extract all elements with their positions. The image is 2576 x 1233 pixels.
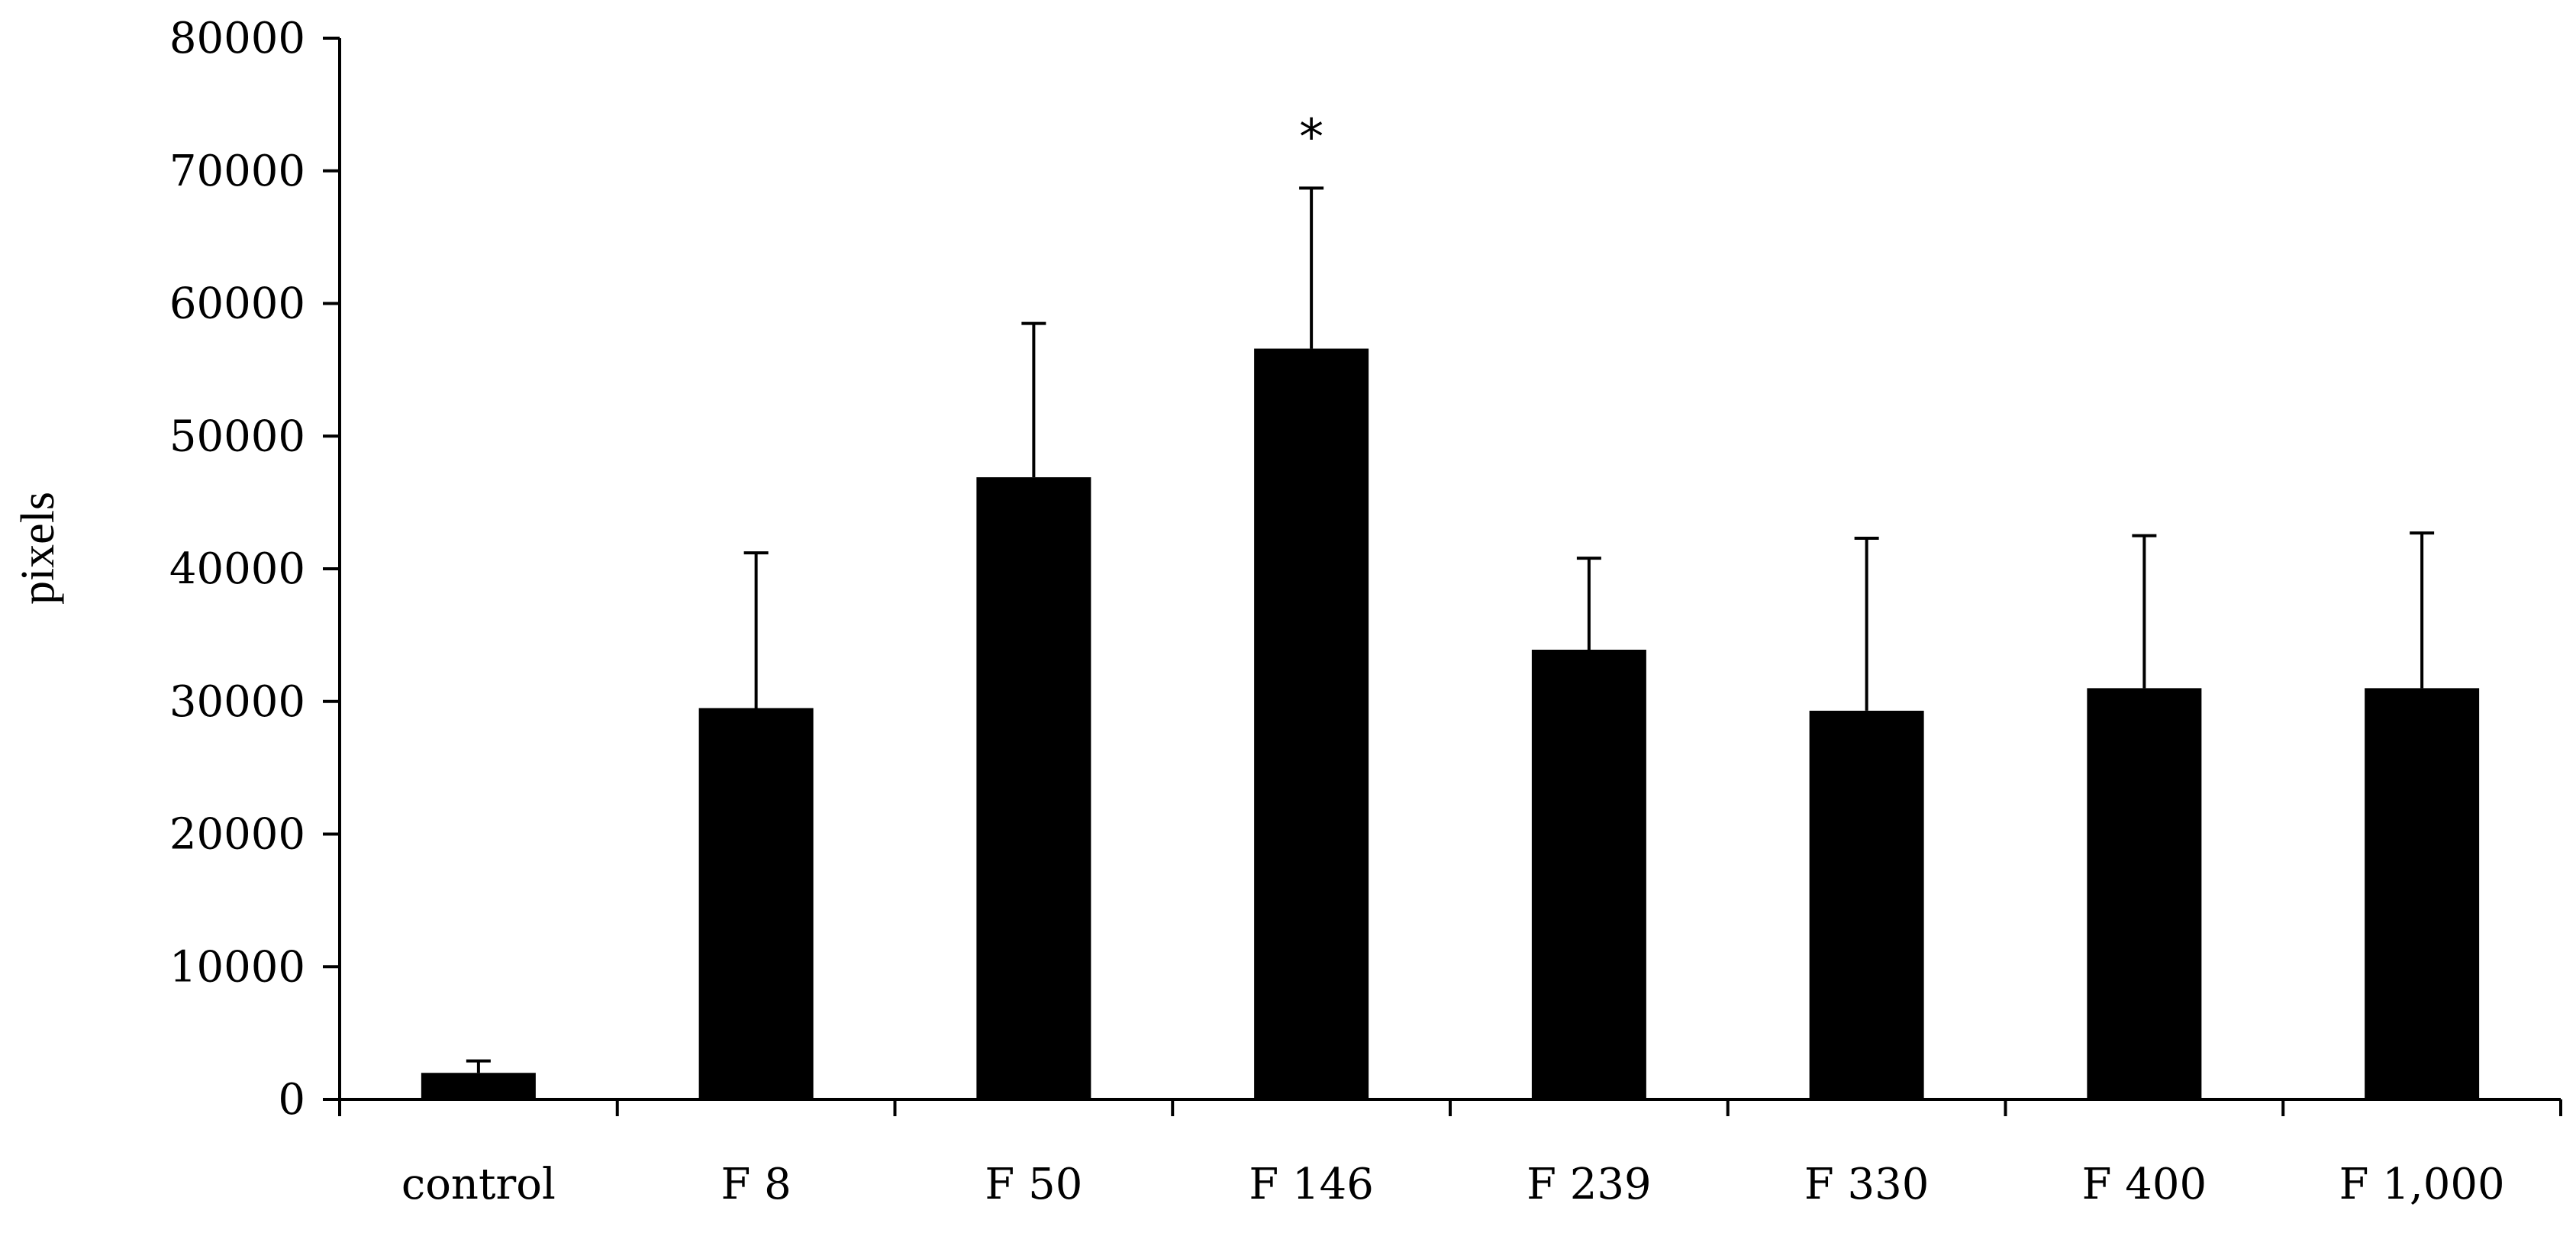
y-axis-title: pixels (12, 492, 64, 605)
x-tick-label: control (401, 1160, 556, 1209)
x-tick-label: F 146 (1249, 1160, 1374, 1209)
bars (421, 348, 2480, 1099)
bar (698, 708, 814, 1099)
bar (976, 477, 1091, 1099)
y-tick-label: 40000 (169, 544, 305, 594)
x-tick-label: F 8 (721, 1160, 791, 1209)
bar (421, 1073, 536, 1099)
bar (1809, 710, 1924, 1099)
y-tick-label: 20000 (169, 810, 305, 860)
significance-marker: * (1299, 109, 1323, 166)
y-tick-label: 0 (278, 1075, 305, 1125)
y-tick-label: 30000 (169, 677, 305, 727)
x-axis: control F 8 F 50 F 146 F 239 F 330 F 400 F 1,00… (338, 1098, 2562, 1209)
bar (2365, 688, 2480, 1099)
x-tick-label: F 330 (1804, 1160, 1930, 1209)
y-tick-label: 50000 (169, 412, 305, 461)
y-tick-label: 80000 (169, 14, 305, 63)
annotations: * (1299, 109, 1323, 166)
x-tick-label: F 239 (1527, 1160, 1652, 1209)
y-tick-label: 70000 (169, 147, 305, 196)
y-axis: 0 10000 20000 30000 40000 50000 60000 70000 8000… (169, 14, 341, 1125)
bar (2087, 688, 2202, 1099)
bar (1531, 649, 1646, 1099)
y-tick-label: 60000 (169, 279, 305, 329)
bar (1254, 348, 1369, 1099)
x-tick-label: F 50 (985, 1160, 1082, 1209)
y-tick-label: 10000 (169, 942, 305, 992)
x-tick-label: F 1,000 (2339, 1160, 2505, 1209)
error-bars (466, 186, 2435, 1073)
x-tick-label: F 400 (2082, 1160, 2207, 1209)
